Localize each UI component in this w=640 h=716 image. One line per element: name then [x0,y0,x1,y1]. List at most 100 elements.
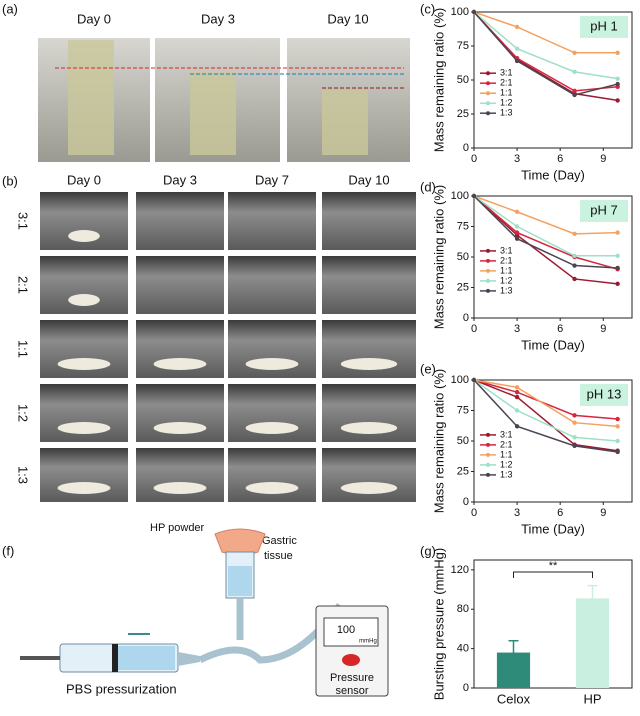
photo [228,192,316,250]
series-line [473,195,618,270]
ratio-label: 1:2 [16,404,31,422]
x-axis-label: Time (Day) [521,337,585,352]
gel [153,482,207,494]
point [615,416,620,422]
point [615,438,620,444]
point [514,408,520,413]
point [615,265,620,271]
y-axis-label: Mass remaining ratio (%) [431,369,446,514]
point [514,236,520,241]
legend-marker [486,248,490,253]
point [514,230,520,235]
legend-label: 2:1 [500,78,513,88]
point [572,88,577,94]
gel [245,358,299,370]
point [514,46,520,51]
diagram-label: tissue [264,550,293,562]
gel [340,482,398,494]
point [615,230,620,235]
point [572,276,577,282]
y-tick-label: 100 [451,6,469,18]
x-tick-label: 0 [471,153,477,165]
panel-label: (a) [2,1,18,16]
gel [340,358,398,370]
annotation: pH 7 [590,202,617,217]
y-tick-label: 0 [463,142,469,154]
point [514,424,520,429]
liquid [228,566,252,596]
x-tick-label: 9 [600,323,606,335]
point [572,435,577,440]
annotation-box [580,16,628,38]
y-axis-label: Mass remaining ratio (%) [431,185,446,330]
point [572,50,577,55]
tube [190,72,236,155]
panel-label: (g) [420,543,436,558]
y-tick-label: 50 [457,251,469,263]
annotation-box [580,384,628,406]
point [572,92,577,98]
diagram-label: HP powder [150,522,205,534]
panel-label: (c) [420,1,435,16]
plunger [112,644,118,672]
legend-marker [486,442,490,447]
x-tick-label: HP [583,691,601,706]
y-tick-label: 0 [463,312,469,324]
ratio-label: 1:3 [16,466,31,484]
x-tick-label: 3 [514,323,520,335]
panel-f: HP powder Gastric tissue PBS pressurizat… [20,522,389,697]
tube [322,90,368,155]
point [471,9,477,15]
x-tick-label: 3 [514,153,520,165]
y-tick-label: 75 [457,40,469,52]
annotation: pH 13 [587,386,622,401]
annotation: pH 1 [590,18,617,33]
y-tick-label: 80 [457,603,469,615]
day-label: Day 10 [348,172,389,187]
photo [136,256,224,314]
diagram-label: Gastric [262,535,297,547]
x-tick-label: 9 [600,153,606,165]
diagram-label: PBS pressurization [66,681,177,696]
x-tick-label: 3 [514,507,520,519]
day-label: Day 10 [327,11,368,26]
x-tick-label: 6 [557,507,563,519]
legend-label: 1:1 [500,265,513,275]
significance-bracket [513,571,593,578]
error-bar [587,584,598,612]
point [572,420,577,425]
y-tick-label: 50 [457,435,469,447]
y-axis-label: Mass remaining ratio (%) [431,8,446,153]
y-tick-label: 0 [463,496,469,508]
sensor-display [323,617,379,647]
point [514,394,520,400]
day-label: Day 3 [163,172,197,187]
legend-marker [486,91,490,96]
point [572,69,577,75]
legend-label: 3:1 [500,429,513,439]
y-tick-label: 25 [457,465,469,477]
x-axis-label: Time (Day) [521,521,585,536]
legend-label: 1:2 [500,459,513,469]
panel-label: (d) [420,179,436,194]
point [615,76,620,81]
point [615,98,620,103]
diagram-label: Pressure [330,672,374,684]
point [514,224,520,229]
x-axis-label: Time (Day) [521,167,585,182]
series-line [473,379,618,442]
y-tick-label: 75 [457,220,469,232]
legend-label: 3:1 [500,68,513,78]
legend-marker [486,258,490,263]
annotation: ** [549,560,558,572]
gel [245,422,299,434]
point [572,413,577,418]
y-tick-label: 120 [451,564,469,576]
point [615,50,620,55]
day-label: Day 3 [201,11,235,26]
series-line [473,379,618,453]
legend-marker [486,268,490,273]
legend-marker [486,278,490,283]
day-label: Day 0 [77,11,111,26]
panel-label: (b) [2,173,18,188]
